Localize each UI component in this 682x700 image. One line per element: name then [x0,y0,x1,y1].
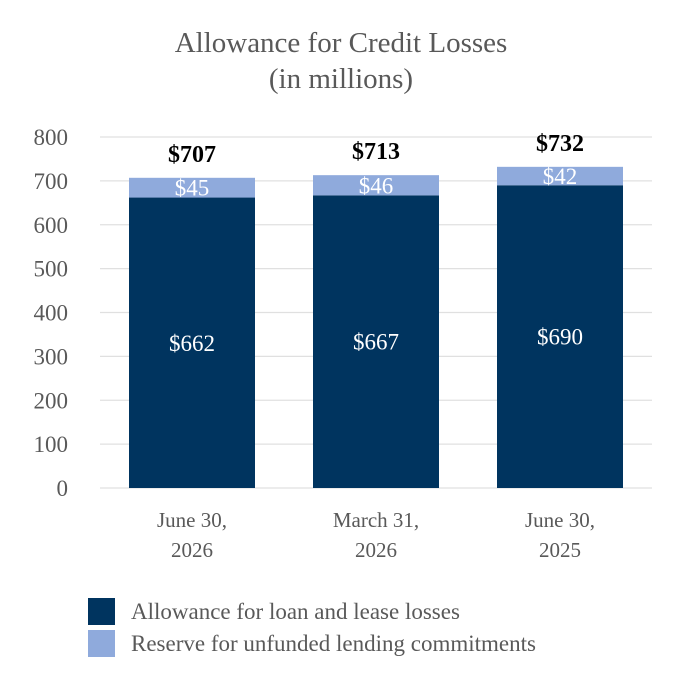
bar-data-label: $690 [537,325,583,350]
y-tick-label: 500 [34,257,69,282]
y-axis-ticks: 0 100 200 300 400 500 600 700 800 [34,125,69,501]
bar-data-label: $45 [175,176,210,201]
bar-loan-lease-losses [313,195,439,488]
x-category-label: 2026 [171,538,213,562]
bar-data-label: $46 [359,173,394,198]
bar-loan-lease-losses [129,197,255,489]
x-category-label: 2025 [539,538,581,562]
bar-unfunded-commitments [497,166,623,186]
bar-data-label: $667 [353,330,399,355]
chart-title-line-1: Allowance for Credit Losses [175,27,508,59]
y-tick-label: 800 [34,125,69,150]
legend-label: Allowance for loan and lease losses [131,599,460,624]
stack-total-label: $713 [352,139,400,165]
x-category-label: 2026 [355,538,397,562]
x-category-label: June 30, [157,508,227,532]
bar-stacks: $662 $45 $707 $667 $46 $713 $690 $42 $732 [129,131,623,489]
legend-label: Reserve for unfunded lending commitments [131,631,536,656]
legend-swatch [88,598,115,625]
bar-data-label: $42 [543,164,578,189]
bar-unfunded-commitments [313,175,439,196]
legend-swatch [88,630,115,657]
chart-title-line-2: (in millions) [269,63,413,95]
y-tick-label: 200 [34,388,69,413]
y-tick-label: 400 [34,301,69,326]
bar-loan-lease-losses [497,185,623,488]
x-category-label: June 30, [525,508,595,532]
bar-data-label: $662 [169,331,215,356]
y-tick-label: 600 [34,213,69,238]
stack-total-label: $732 [536,131,584,157]
y-tick-label: 700 [34,169,69,194]
y-tick-label: 0 [57,476,69,501]
legend: Allowance for loan and lease losses Reser… [88,598,536,657]
x-axis-categories: June 30, 2026 March 31, 2026 June 30, 2025 [157,508,595,562]
bar-unfunded-commitments [129,177,255,198]
stack-total-label: $707 [168,142,216,168]
y-tick-label: 100 [34,432,69,457]
y-tick-label: 300 [34,344,69,369]
x-category-label: March 31, [333,508,419,532]
